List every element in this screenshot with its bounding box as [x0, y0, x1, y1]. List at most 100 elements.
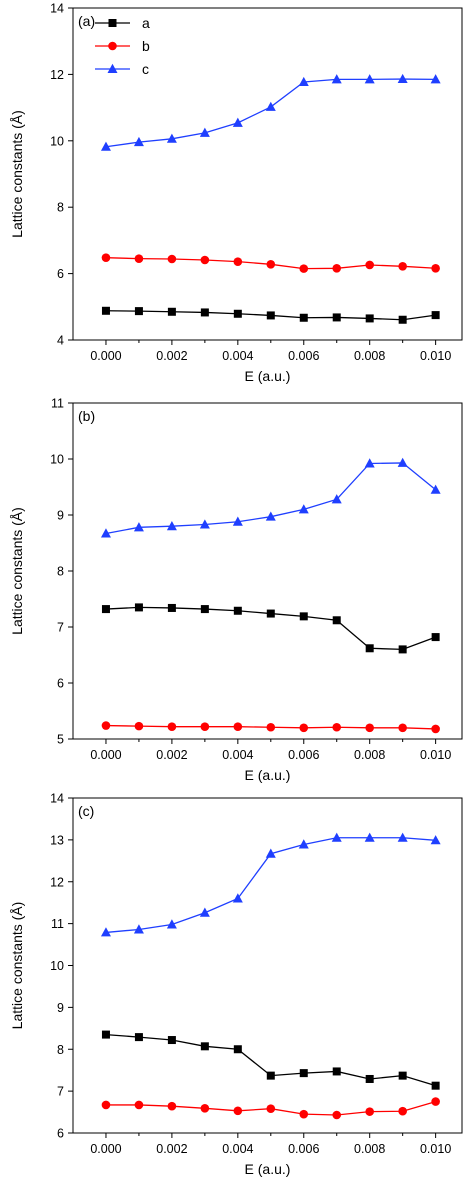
x-tick-label: 0.004 [222, 748, 253, 762]
data-point [266, 609, 275, 618]
y-tick-label: 9 [57, 509, 64, 523]
plot-frame [72, 402, 463, 740]
data-point [100, 141, 111, 151]
data-point [133, 924, 144, 934]
chart-svg: 0.000 0.002 0.004 0.006 0.008 0.010 5 6 7 8 9 10 11 E… [9, 397, 463, 783]
data-point [167, 722, 177, 731]
y-axis-label: Lattice constants (Å) [9, 110, 25, 238]
x-tick-label: 0.000 [90, 748, 121, 762]
data-point [200, 605, 209, 614]
x-tick-label: 0.006 [288, 1142, 319, 1156]
data-point [101, 253, 111, 262]
data-point [101, 1030, 110, 1039]
data-point [365, 1107, 374, 1116]
data-point [397, 457, 408, 467]
data-point [398, 645, 407, 654]
data-point [298, 839, 309, 849]
data-point [397, 73, 408, 84]
data-point [298, 504, 309, 514]
data-point [365, 1074, 374, 1083]
series-a [101, 603, 440, 654]
x-tick-label: 0.002 [156, 349, 187, 363]
data-point [265, 511, 276, 521]
chart-svg: 0.000 0.002 0.004 0.006 0.008 0.010 4 6 8 10 12 14 E… [9, 2, 463, 384]
y-axis-label: Lattice constants (Å) [9, 902, 25, 1030]
x-tick-label: 0.002 [156, 1142, 187, 1156]
data-point [100, 927, 111, 937]
legend-marker [107, 63, 118, 73]
data-point [166, 521, 177, 531]
data-point [134, 1100, 144, 1110]
x-tick-label: 0.004 [222, 349, 253, 363]
data-point [265, 848, 276, 858]
x-axis-label: E (a.u.) [245, 1161, 291, 1177]
y-tick-label: 12 [50, 875, 64, 889]
data-point [266, 1071, 275, 1080]
series-b [101, 253, 440, 273]
series-c [100, 73, 441, 151]
series-b [101, 1097, 440, 1120]
data-point [100, 528, 111, 538]
series-c [100, 832, 441, 937]
data-point [430, 74, 441, 84]
x-tick-label: 0.008 [354, 748, 385, 762]
data-point [430, 835, 441, 845]
data-point [167, 603, 176, 612]
y-axis-label: Lattice constants (Å) [9, 507, 25, 635]
y-tick-label: 10 [50, 453, 64, 467]
x-tick-label: 0.000 [90, 1142, 121, 1156]
data-point [332, 616, 341, 625]
x-tick-label: 0.010 [420, 349, 451, 363]
data-point [331, 832, 342, 842]
data-point [398, 261, 407, 271]
y-tick-label: 9 [57, 1001, 64, 1015]
plot-frame [72, 7, 463, 341]
legend: abc [95, 15, 150, 77]
data-point [332, 263, 342, 273]
data-point [398, 1106, 407, 1116]
y-tick-label: 6 [57, 677, 64, 691]
data-point [398, 723, 407, 733]
data-point [199, 127, 210, 137]
data-point [365, 260, 374, 270]
data-point [364, 832, 375, 842]
data-point [299, 264, 309, 273]
data-point [232, 117, 243, 127]
y-tick-label: 10 [50, 959, 64, 973]
x-axis-label: E (a.u.) [245, 767, 291, 783]
legend-entry: c [142, 61, 149, 77]
data-point [101, 306, 110, 315]
data-point [398, 1071, 407, 1080]
data-point [364, 458, 375, 468]
x-tick-label: 0.000 [90, 349, 121, 363]
y-tick-label: 8 [57, 565, 64, 579]
data-point [200, 1103, 210, 1113]
x-tick-label: 0.006 [288, 349, 319, 363]
data-point [134, 721, 144, 731]
data-point [332, 1067, 341, 1076]
data-point [200, 255, 210, 265]
y-tick-label: 13 [50, 833, 64, 847]
y-tick-label: 4 [57, 334, 64, 348]
data-point [266, 311, 275, 320]
data-point [233, 1045, 242, 1054]
y-tick-label: 5 [57, 733, 64, 747]
y-tick-label: 8 [57, 201, 64, 215]
legend-entry: a [142, 15, 150, 31]
y-tick-label: 11 [51, 917, 64, 931]
series-b [101, 721, 440, 734]
data-point [233, 1106, 243, 1116]
data-point [232, 516, 243, 526]
data-point [365, 314, 374, 323]
x-tick-label: 0.002 [156, 748, 187, 762]
data-point [167, 1101, 177, 1111]
x-tick-label: 0.004 [222, 1142, 253, 1156]
data-point [332, 1110, 342, 1120]
series-a [101, 1030, 440, 1090]
data-point [299, 313, 308, 322]
y-tick-label: 8 [57, 1043, 64, 1057]
data-point [299, 612, 308, 621]
y-tick-label: 6 [57, 267, 64, 281]
data-point [167, 307, 176, 316]
data-point [299, 723, 309, 733]
